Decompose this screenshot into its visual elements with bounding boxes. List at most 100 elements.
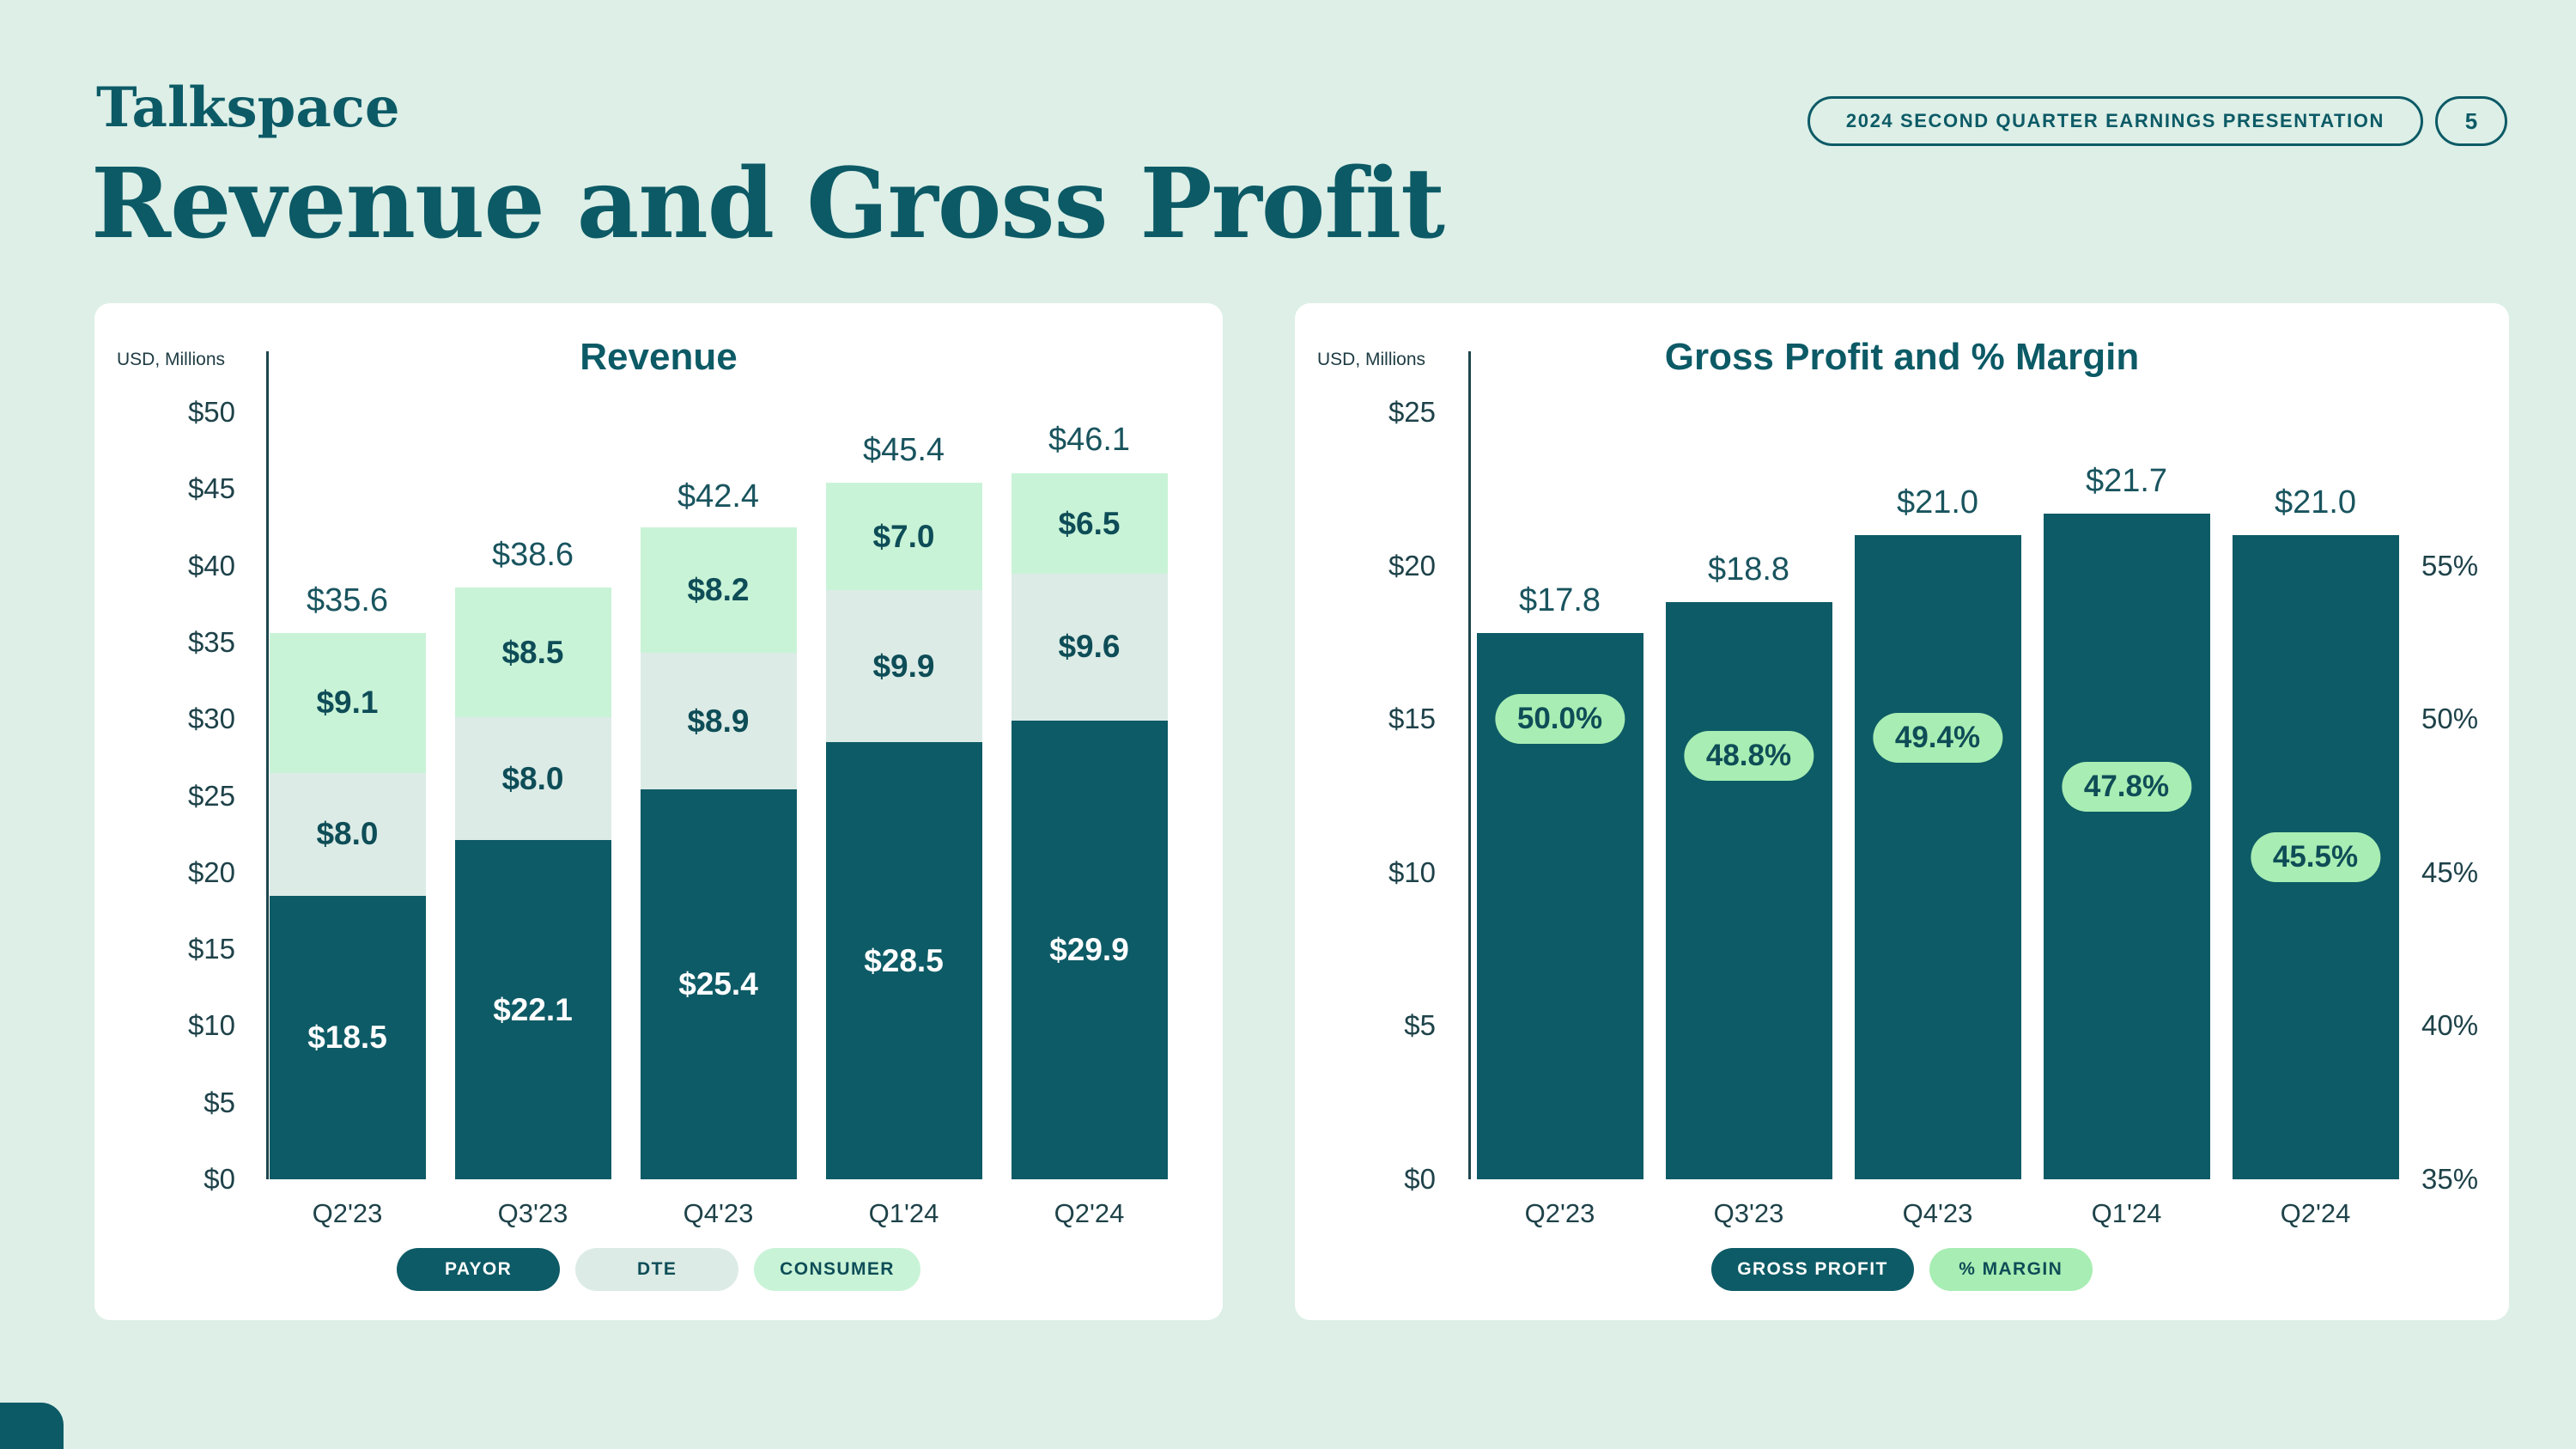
bar-group: $21.0 45.5% Q2'24 <box>2232 351 2399 1228</box>
margin-percent-label: 45.5% <box>2250 831 2381 882</box>
y-axis-tick: $15 <box>187 933 235 965</box>
y-axis-tick: $30 <box>187 703 235 735</box>
revenue-chart-card: USD, Millions Revenue $0 $5 $10 $15 $20 $25 $3… <box>94 303 1223 1320</box>
bar-segment-payor: $18.5 <box>269 895 426 1179</box>
bar-group: $45.4 $7.0 $9.9 $28.5 Q1'24 <box>825 351 982 1228</box>
legend-gross-profit: GROSS PROFIT <box>1711 1248 1914 1291</box>
bar-value-label: $9.6 <box>1058 629 1121 665</box>
bar-segment-payor: $29.9 <box>1011 721 1168 1179</box>
margin-percent-label: 49.4% <box>1872 712 2003 763</box>
corner-decoration <box>0 1403 64 1449</box>
y-axis-tick: $35 <box>187 625 235 658</box>
bar-segment-dte: $9.9 <box>825 590 982 742</box>
y-axis-tick: $20 <box>187 855 235 888</box>
legend-consumer: CONSUMER <box>754 1248 920 1291</box>
y-axis-tick: $20 <box>1388 549 1436 581</box>
bar-segment-payor: $22.1 <box>454 840 611 1179</box>
y-axis-tick: $10 <box>187 1009 235 1042</box>
bar-segment-consumer: $9.1 <box>269 633 426 773</box>
margin-percent-label: 47.8% <box>2061 761 2192 812</box>
stacked-bar: $9.1 $8.0 $18.5 <box>269 633 426 1179</box>
y-axis-tick-right: 35% <box>2421 1163 2479 1195</box>
bar-value-label: $25.4 <box>678 966 758 1002</box>
gross-profit-bar <box>1854 534 2021 1179</box>
bar-total-label: $45.4 <box>862 432 945 469</box>
bar-total-label: $21.0 <box>2274 484 2357 521</box>
y-axis-tick-right: 40% <box>2421 1009 2479 1042</box>
bar-value-label: $8.0 <box>316 816 379 852</box>
bar-segment-consumer: $7.0 <box>825 483 982 591</box>
gross-profit-bars: $17.8 50.0% Q2'23 $18.8 48.8% Q3'23 $21.0 49.4%… <box>1471 351 2404 1228</box>
bar-group: $18.8 48.8% Q3'23 <box>1665 351 1832 1228</box>
y-axis-tick: $40 <box>187 549 235 581</box>
y-axis-tick: $15 <box>1388 703 1436 735</box>
revenue-bars: $35.6 $9.1 $8.0 $18.5 Q2'23 $38.6 $8.5 $8.0 $22.… <box>269 351 1168 1228</box>
bar-value-label: $9.9 <box>872 648 935 684</box>
x-axis-label: Q1'24 <box>2091 1198 2162 1228</box>
presentation-badge: 2024 SECOND QUARTER EARNINGS PRESENTATIO… <box>1807 96 2423 146</box>
x-axis-label: Q3'23 <box>1713 1198 1784 1228</box>
bar-segment-payor: $25.4 <box>640 789 797 1179</box>
bar-value-label: $22.1 <box>493 991 573 1027</box>
bar-group: $21.0 49.4% Q4'23 <box>1854 351 2021 1228</box>
page-number: 5 <box>2435 96 2507 146</box>
y-axis-tick: $25 <box>187 779 235 812</box>
y-axis-tick-right: 45% <box>2421 855 2479 888</box>
bar-group: $35.6 $9.1 $8.0 $18.5 Q2'23 <box>269 351 426 1228</box>
x-axis-label: Q4'23 <box>683 1198 754 1228</box>
bar-segment-consumer: $8.5 <box>454 587 611 718</box>
bar-value-label: $6.5 <box>1058 505 1121 541</box>
bar-value-label: $18.5 <box>307 1019 387 1055</box>
revenue-chart-title: Revenue <box>580 336 738 378</box>
stacked-bar: $6.5 $9.6 $29.9 <box>1011 473 1168 1179</box>
axis-units-label: USD, Millions <box>117 350 226 369</box>
bar-total-label: $17.8 <box>1518 582 1601 619</box>
gross-profit-plot-area: $17.8 50.0% Q2'23 $18.8 48.8% Q3'23 $21.0 49.4%… <box>1468 351 2404 1228</box>
y-axis-tick: $0 <box>1404 1163 1436 1195</box>
bar-segment-dte: $8.9 <box>640 653 797 790</box>
bar-value-label: $8.0 <box>501 760 564 796</box>
margin-percent-label: 48.8% <box>1683 731 1814 782</box>
bar-segment-consumer: $8.2 <box>640 527 797 654</box>
bar-value-label: $7.0 <box>872 518 935 554</box>
legend-margin: % MARGIN <box>1929 1248 2093 1291</box>
bar-segment-dte: $9.6 <box>1011 573 1168 721</box>
gross-profit-chart-title: Gross Profit and % Margin <box>1664 336 2140 378</box>
slide-title: Revenue and Gross Profit <box>91 148 1445 260</box>
gross-profit-bar <box>2043 513 2210 1179</box>
bar-group: $17.8 50.0% Q2'23 <box>1476 351 1643 1228</box>
bar-value-label: $8.5 <box>501 634 564 670</box>
bar-total-label: $35.6 <box>306 582 389 619</box>
revenue-y-axis: $0 $5 $10 $15 $20 $25 $30 $35 $40 $45 $50 <box>94 351 249 1195</box>
bar-total-label: $21.7 <box>2085 462 2168 499</box>
y-axis-tick: $45 <box>187 472 235 505</box>
bar-total-label: $46.1 <box>1048 421 1131 458</box>
x-axis-label: Q2'24 <box>2280 1198 2351 1228</box>
legend-payor: PAYOR <box>397 1248 561 1291</box>
x-axis-label: Q3'23 <box>497 1198 568 1228</box>
revenue-legend: PAYOR DTE CONSUMER <box>94 1248 1223 1291</box>
bar-segment-dte: $8.0 <box>269 772 426 896</box>
gross-profit-bar <box>1665 602 1832 1179</box>
revenue-plot-area: $35.6 $9.1 $8.0 $18.5 Q2'23 $38.6 $8.5 $8.0 $22.… <box>266 351 1168 1228</box>
bar-value-label: $28.5 <box>864 942 944 978</box>
margin-percent-axis: 35% 40% 45% 50% 55% <box>2421 351 2524 1194</box>
legend-dte: DTE <box>575 1248 739 1291</box>
bar-total-label: $21.0 <box>1896 484 1979 521</box>
x-axis-label: Q2'24 <box>1054 1198 1125 1228</box>
talkspace-logo: Talkspace <box>96 76 400 140</box>
bar-group: $21.7 47.8% Q1'24 <box>2043 351 2210 1228</box>
bar-total-label: $42.4 <box>677 478 760 514</box>
y-axis-tick: $50 <box>187 396 235 428</box>
x-axis-label: Q1'24 <box>868 1198 939 1228</box>
bar-group: $38.6 $8.5 $8.0 $22.1 Q3'23 <box>454 351 611 1228</box>
y-axis-tick: $0 <box>204 1163 235 1195</box>
axis-units-label: USD, Millions <box>1317 350 1426 369</box>
bar-segment-payor: $28.5 <box>825 742 982 1179</box>
bar-value-label: $8.2 <box>687 572 750 608</box>
y-axis-tick: $25 <box>1388 396 1436 428</box>
bar-group: $42.4 $8.2 $8.9 $25.4 Q4'23 <box>640 351 797 1228</box>
x-axis-label: Q2'23 <box>312 1198 383 1228</box>
bar-total-label: $38.6 <box>491 536 574 573</box>
bar-value-label: $29.9 <box>1049 932 1129 967</box>
